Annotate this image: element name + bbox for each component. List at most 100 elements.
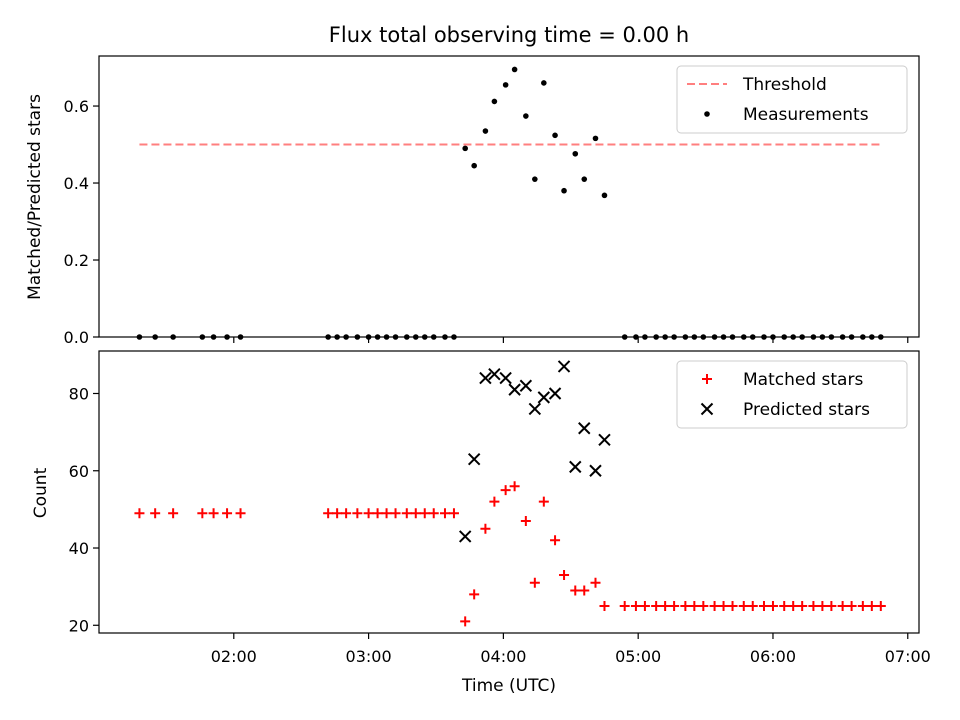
matched-stars-point xyxy=(826,600,837,611)
matched-stars-point xyxy=(767,600,778,611)
matched-stars-point xyxy=(698,600,709,611)
measurement-point xyxy=(572,150,579,157)
predicted-stars-point xyxy=(519,379,533,392)
matched-stars-point xyxy=(197,508,208,519)
chart-title: Flux total observing time = 0.00 h xyxy=(329,23,689,47)
measurement-point xyxy=(511,66,518,73)
matched-stars-point xyxy=(134,508,145,519)
measurement-point xyxy=(502,82,509,88)
matched-stars-point xyxy=(788,600,799,611)
matched-stars-point xyxy=(817,600,828,611)
legend-predicted-swatch xyxy=(700,402,714,416)
predicted-stars-point xyxy=(499,371,512,385)
measurement-point xyxy=(541,80,547,86)
y-tick-label: 0.2 xyxy=(64,251,89,270)
matched-stars-point xyxy=(168,508,179,519)
matched-stars-point xyxy=(669,600,680,611)
predicted-stars-point xyxy=(598,433,611,447)
matched-stars-point xyxy=(401,508,412,519)
y-tick-label: 0.0 xyxy=(64,328,89,347)
matched-stars-point xyxy=(797,600,808,611)
legend-label: Matched stars xyxy=(743,370,863,390)
matched-stars-point xyxy=(619,600,630,611)
matched-stars-point xyxy=(579,585,590,596)
x-tick-label: 03:00 xyxy=(346,647,392,666)
measurement-point xyxy=(523,113,529,119)
predicted-stars-point xyxy=(467,452,481,466)
matched-stars-point xyxy=(846,600,857,611)
matched-stars-point xyxy=(381,508,392,519)
matched-stars-point xyxy=(323,508,334,519)
measurement-point xyxy=(482,128,489,134)
matched-stars-point xyxy=(639,600,650,611)
matched-stars-point xyxy=(747,600,758,611)
predicted-stars-point xyxy=(557,360,571,373)
matched-stars-point xyxy=(689,600,700,611)
measurement-point xyxy=(561,187,567,194)
predicted-stars-point xyxy=(537,391,551,404)
axes-frame xyxy=(98,350,920,634)
legend-label: Predicted stars xyxy=(743,400,870,420)
y-tick-label: 0.6 xyxy=(64,97,89,116)
x-tick-label: 06:00 xyxy=(750,647,796,666)
measurement-point xyxy=(532,176,538,182)
matched-stars-point xyxy=(352,508,363,519)
matched-stars-point xyxy=(857,600,868,611)
axes-frame xyxy=(98,55,920,338)
y-tick-label: 60 xyxy=(69,462,89,481)
x-tick-label: 02:00 xyxy=(211,647,257,666)
matched-stars-point xyxy=(680,600,691,611)
matched-stars-point xyxy=(529,577,540,588)
predicted-stars-point xyxy=(528,402,542,416)
matched-stars-point xyxy=(727,600,738,611)
matched-stars-point xyxy=(410,508,421,519)
bottom-y-axis-label: Count xyxy=(31,467,51,518)
matched-stars-point xyxy=(718,600,729,611)
legend-label: Threshold xyxy=(742,75,827,95)
legend-matched-swatch xyxy=(702,374,712,384)
legend-box xyxy=(676,65,908,134)
matched-stars-point xyxy=(480,523,491,534)
measurement-point xyxy=(581,176,588,182)
matched-stars-point xyxy=(150,508,161,519)
top-panel-plot-area: 0.0 0.2 0.4 0.6 Threshold Measurements xyxy=(64,55,920,347)
legend-box xyxy=(676,360,908,429)
matched-stars-point xyxy=(222,508,233,519)
matched-stars-point xyxy=(341,508,352,519)
y-tick-label: 0.4 xyxy=(64,174,89,193)
legend-measurements-swatch xyxy=(704,111,710,117)
matched-stars-point xyxy=(489,496,500,507)
matched-stars-point xyxy=(538,496,549,507)
matched-stars-point xyxy=(460,616,471,627)
top-y-axis-label: Matched/Predicted stars xyxy=(25,94,45,300)
x-tick-label: 07:00 xyxy=(885,647,931,666)
matched-stars-point xyxy=(372,508,383,519)
matched-stars-point xyxy=(837,600,848,611)
matched-stars-point xyxy=(208,508,219,519)
predicted-stars-point xyxy=(548,387,562,400)
matched-stars-point xyxy=(779,600,790,611)
matched-stars-point xyxy=(651,600,662,611)
matched-stars-point xyxy=(235,508,246,519)
measurement-point xyxy=(471,162,477,169)
x-tick-label: 05:00 xyxy=(615,647,661,666)
y-tick-label: 40 xyxy=(69,539,89,558)
matched-stars-point xyxy=(363,508,374,519)
matched-stars-point xyxy=(500,485,511,496)
bottom-x-axis-label: Time (UTC) xyxy=(461,676,556,696)
matched-stars-point xyxy=(332,508,343,519)
measurement-point xyxy=(462,145,468,152)
x-tick-label: 04:00 xyxy=(480,647,526,666)
legend-label: Measurements xyxy=(743,105,869,125)
matched-stars-point xyxy=(599,600,610,611)
predicted-stars-point xyxy=(458,530,472,543)
predicted-stars-point xyxy=(569,460,582,474)
matched-stars-point xyxy=(559,570,570,581)
predicted-stars-point xyxy=(488,367,501,381)
predicted-stars-point xyxy=(589,464,602,477)
matched-stars-point xyxy=(875,600,886,611)
matched-stars-point xyxy=(808,600,819,611)
predicted-stars-point xyxy=(479,371,492,385)
y-tick-label: 80 xyxy=(69,384,89,403)
